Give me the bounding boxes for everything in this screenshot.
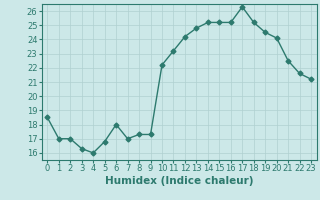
X-axis label: Humidex (Indice chaleur): Humidex (Indice chaleur) — [105, 176, 253, 186]
